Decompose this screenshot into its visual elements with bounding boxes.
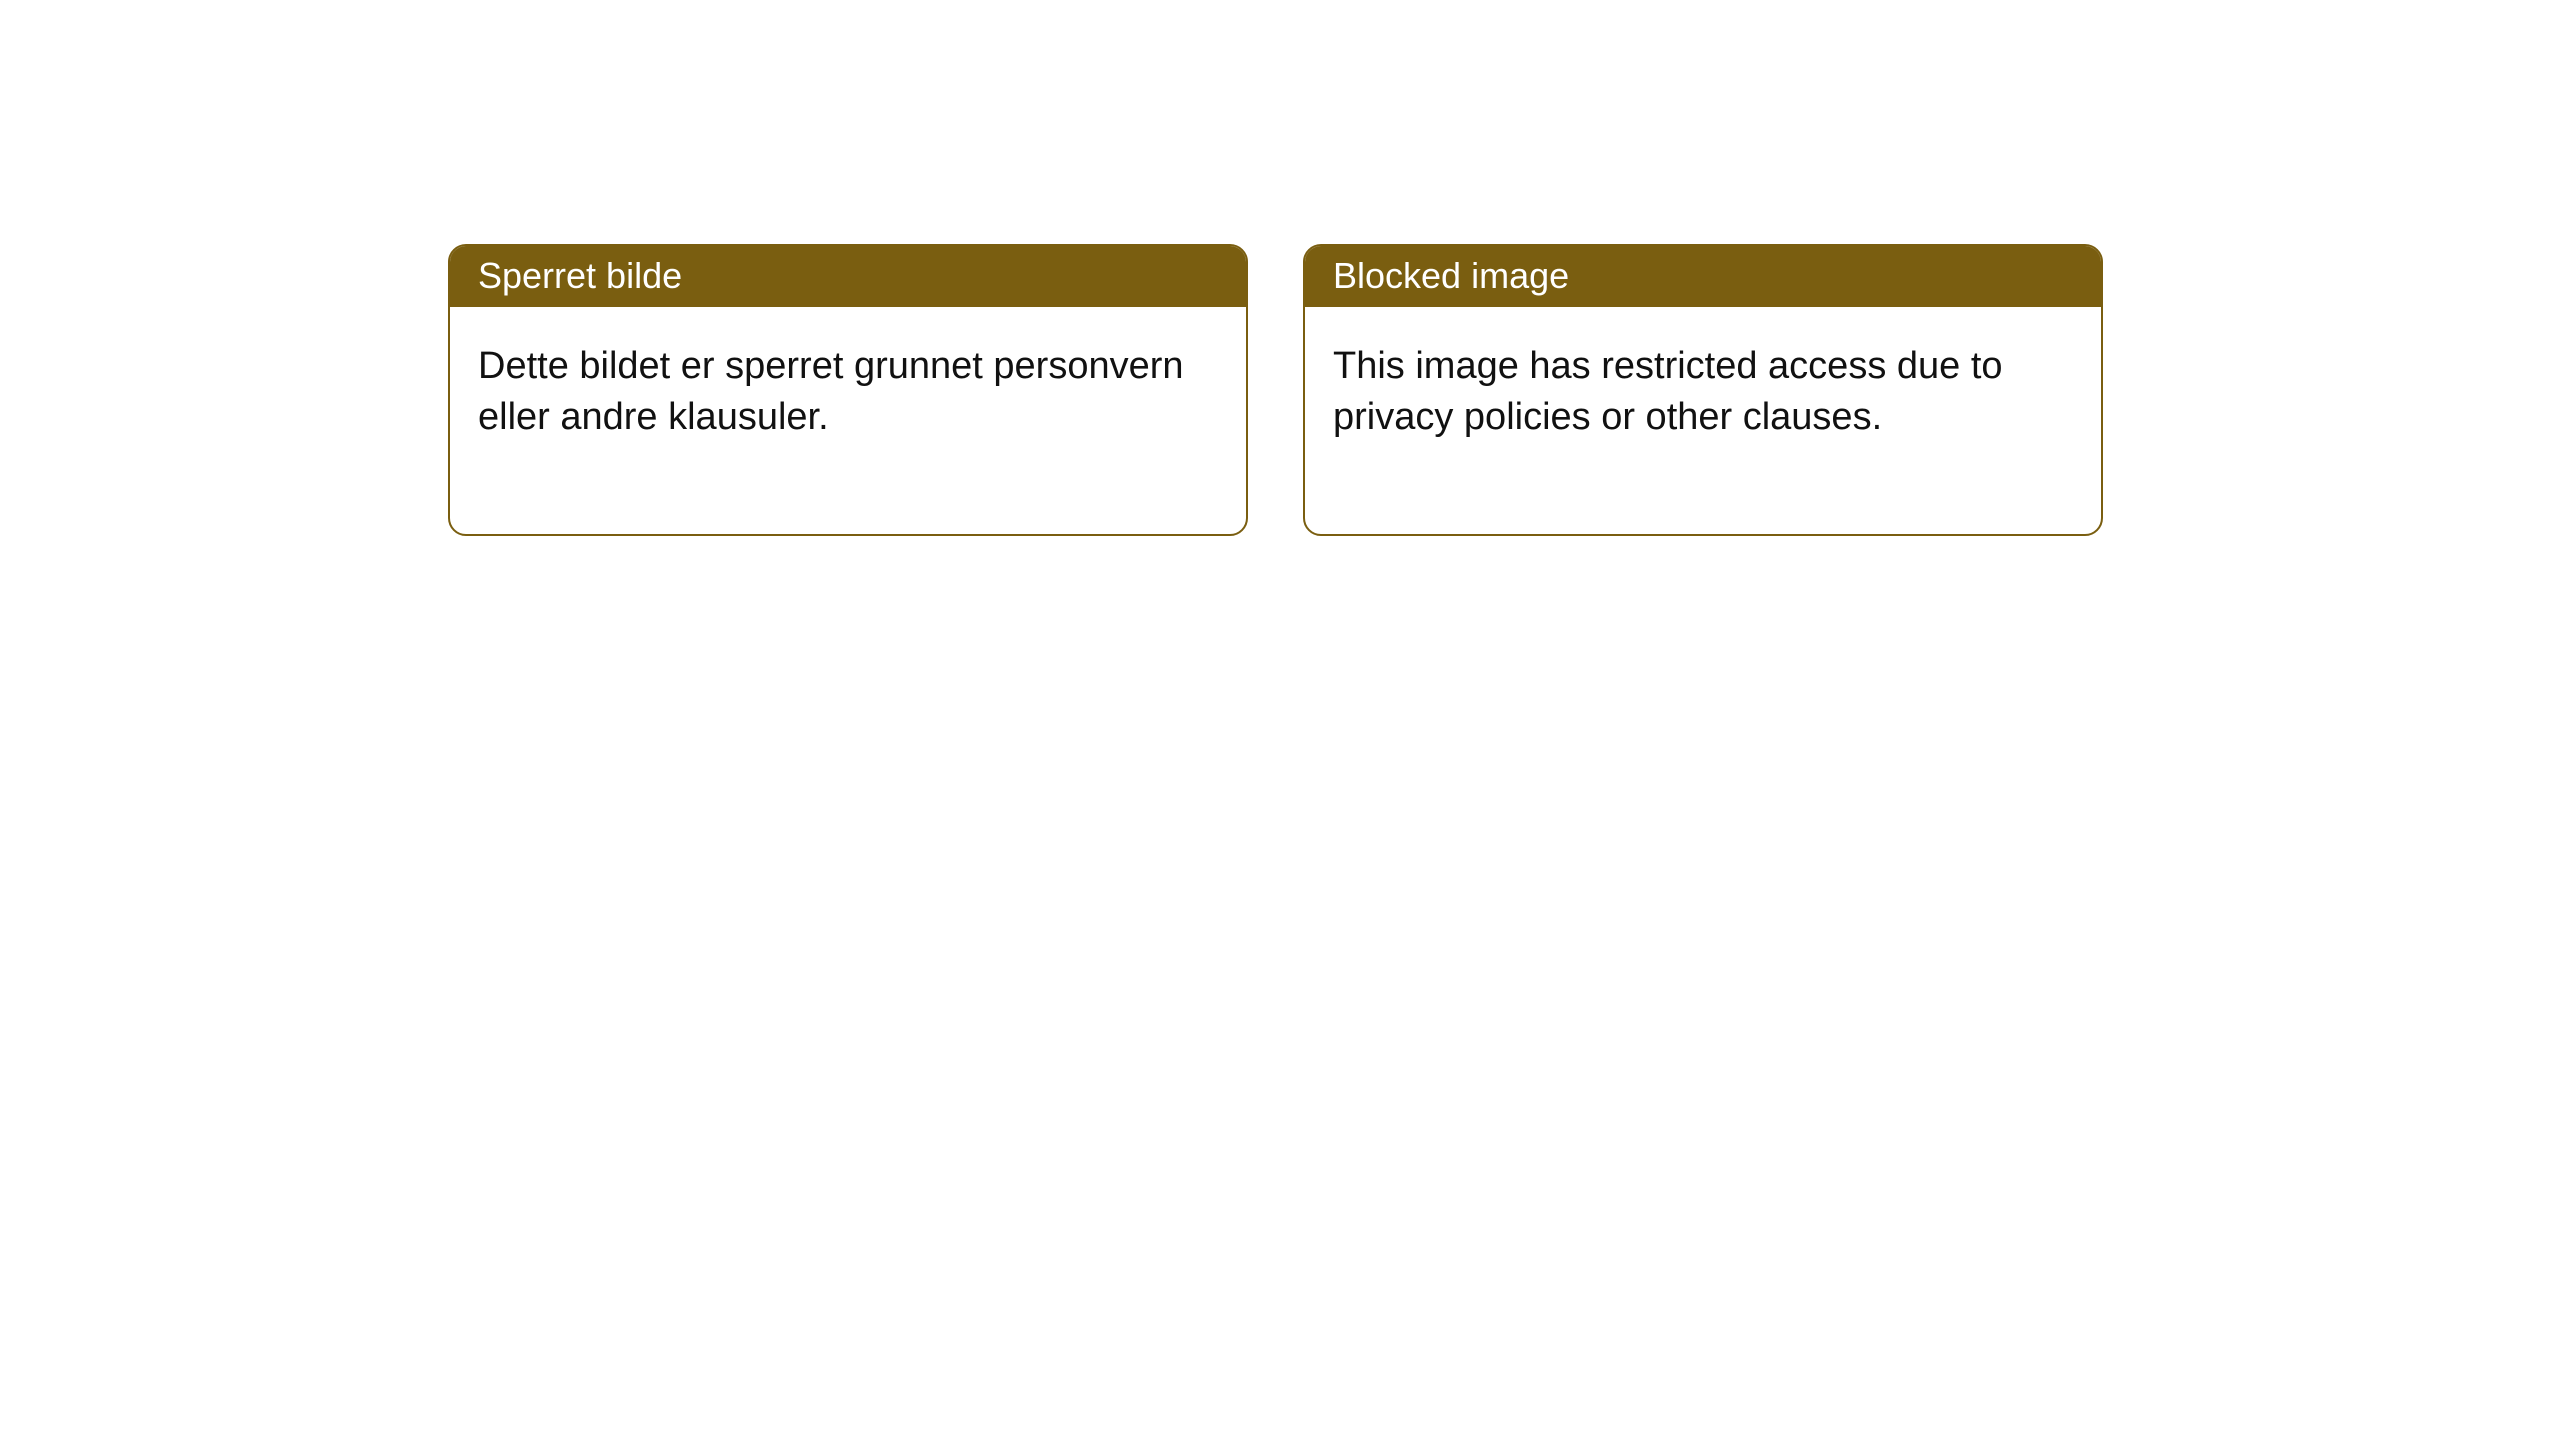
notice-text-english: This image has restricted access due to …: [1333, 345, 2003, 438]
notice-header-english: Blocked image: [1305, 246, 2101, 307]
notice-box-norwegian: Sperret bilde Dette bildet er sperret gr…: [448, 244, 1248, 536]
notice-title-norwegian: Sperret bilde: [478, 255, 682, 296]
notice-container: Sperret bilde Dette bildet er sperret gr…: [0, 0, 2560, 536]
notice-body-norwegian: Dette bildet er sperret grunnet personve…: [450, 307, 1246, 534]
notice-title-english: Blocked image: [1333, 255, 1569, 296]
notice-header-norwegian: Sperret bilde: [450, 246, 1246, 307]
notice-text-norwegian: Dette bildet er sperret grunnet personve…: [478, 345, 1184, 438]
notice-body-english: This image has restricted access due to …: [1305, 307, 2101, 534]
notice-box-english: Blocked image This image has restricted …: [1303, 244, 2103, 536]
